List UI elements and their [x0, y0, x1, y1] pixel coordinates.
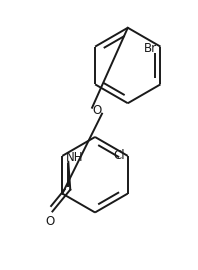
Text: O: O	[92, 104, 102, 117]
Text: O: O	[46, 215, 55, 228]
Text: NH: NH	[66, 151, 84, 164]
Text: Br: Br	[144, 42, 157, 55]
Text: Cl: Cl	[113, 149, 125, 162]
